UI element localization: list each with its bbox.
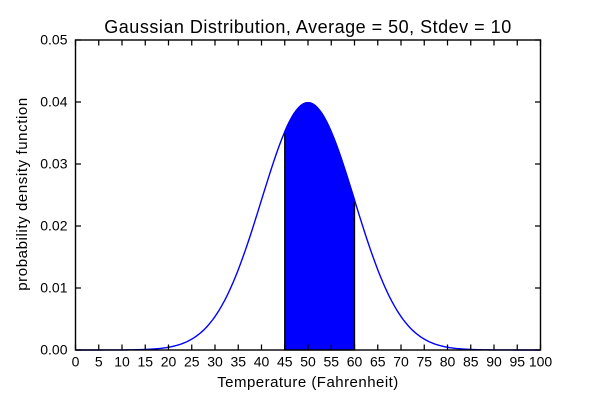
svg-text:95: 95 [509,354,525,370]
svg-text:20: 20 [161,354,177,370]
svg-text:0.01: 0.01 [40,279,67,295]
svg-text:0.04: 0.04 [40,93,67,109]
svg-text:35: 35 [230,354,246,370]
svg-text:50: 50 [300,354,316,370]
svg-text:0.02: 0.02 [40,217,67,233]
svg-text:Gaussian Distribution, Average: Gaussian Distribution, Average = 50, Std… [104,17,511,37]
svg-text:40: 40 [254,354,270,370]
svg-text:25: 25 [184,354,200,370]
svg-text:10: 10 [114,354,130,370]
svg-text:75: 75 [416,354,432,370]
svg-text:60: 60 [347,354,363,370]
svg-text:65: 65 [370,354,386,370]
svg-text:0.03: 0.03 [40,155,67,171]
svg-text:55: 55 [323,354,339,370]
svg-text:85: 85 [463,354,479,370]
svg-text:70: 70 [393,354,409,370]
svg-text:90: 90 [486,354,502,370]
svg-text:5: 5 [95,354,103,370]
svg-text:15: 15 [137,354,153,370]
svg-text:80: 80 [440,354,456,370]
svg-text:45: 45 [277,354,293,370]
svg-text:0.05: 0.05 [40,31,67,47]
svg-text:Temperature (Fahrenheit): Temperature (Fahrenheit) [217,374,399,391]
svg-text:probability density function: probability density function [14,97,31,291]
svg-text:30: 30 [207,354,223,370]
svg-text:0.00: 0.00 [40,341,67,357]
svg-text:100: 100 [529,354,553,370]
svg-text:0: 0 [72,354,80,370]
